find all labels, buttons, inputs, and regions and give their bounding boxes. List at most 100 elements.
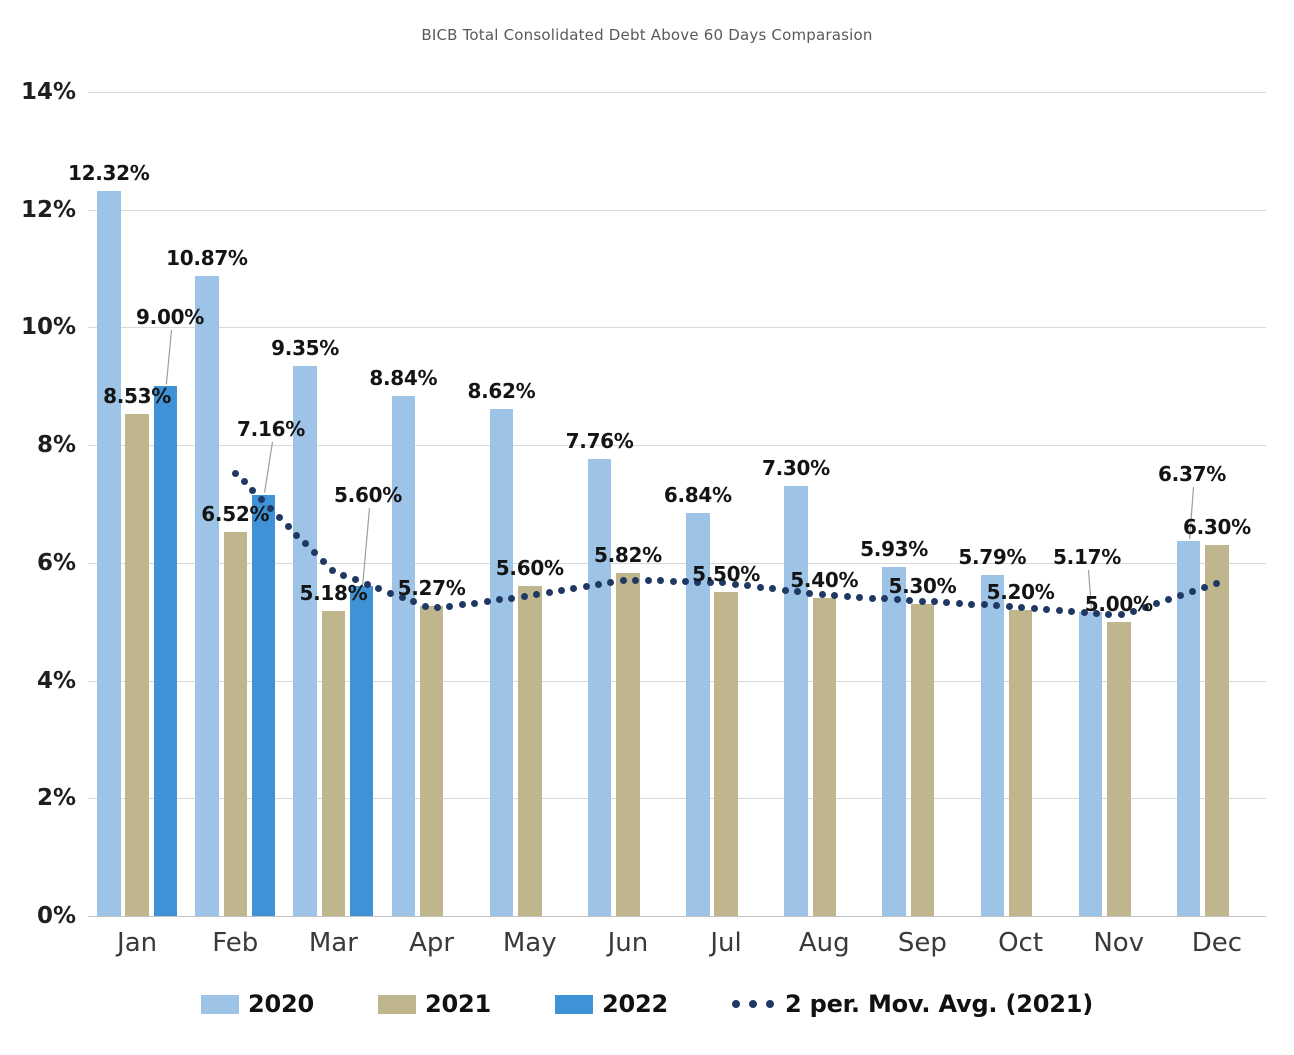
trendline-dot [582, 583, 590, 591]
trendline-dot [398, 593, 406, 601]
legend-label-2022: 2022 [601, 990, 668, 1018]
trendline-dot [293, 531, 301, 539]
trendline-dot [644, 577, 652, 585]
gridline-10 [88, 327, 1266, 329]
gridline-6 [88, 562, 1266, 564]
trendline-dot [681, 578, 689, 586]
y-axis-label-6: 6% [36, 549, 76, 576]
bar-label-2021-aug: 5.40% [790, 568, 859, 593]
trendline-dot [1105, 611, 1113, 619]
bar-label-2022-mar: 5.60% [334, 483, 402, 507]
x-axis-label-jun: Jun [607, 928, 649, 958]
bar-2021-mar [321, 611, 346, 916]
trendline-dot [955, 599, 963, 607]
bar-2020-apr [391, 395, 416, 916]
trendline-dot [719, 579, 727, 587]
trendline-dot [931, 598, 938, 606]
legend-swatch-2022 [554, 994, 593, 1014]
bar-2020-jul [686, 513, 710, 916]
trendline-dot [311, 549, 319, 557]
trendline-dot [1030, 604, 1038, 612]
trendline-dot [570, 585, 578, 593]
trendline-dot [980, 601, 988, 609]
bar-label-2021-dec: 6.30% [1182, 515, 1251, 540]
bar-2021-feb [223, 532, 247, 916]
trendline-dot [769, 585, 777, 593]
trendline-dot [258, 496, 266, 504]
trendline-dot [1068, 608, 1076, 616]
legend-swatch-2020 [200, 994, 239, 1014]
y-axis-label-10: 10% [20, 314, 76, 341]
x-axis-label-dec: Dec [1191, 928, 1243, 958]
trendline-dot [458, 601, 466, 609]
bar-label-2022-feb: 7.16% [237, 417, 305, 441]
trendline-dot [594, 581, 602, 589]
bar-label-2020-apr: 8.84% [369, 365, 438, 390]
trendline-dot [657, 577, 664, 585]
label-leader-line [165, 329, 173, 385]
legend-label-2021: 2021 [424, 990, 491, 1018]
trendline-dot [351, 576, 359, 584]
bar-label-2021-feb: 6.52% [201, 502, 270, 527]
bar-2021-nov [1107, 621, 1131, 916]
y-axis-label-14: 14% [20, 79, 76, 105]
trendline-dot [446, 602, 454, 610]
bar-label-2020-mar: 9.35% [271, 335, 340, 360]
trendline-dot [557, 587, 565, 595]
bar-label-2021-may: 5.60% [495, 556, 564, 581]
bar-label-2020-jul: 6.84% [663, 483, 732, 508]
bar-2021-jul [714, 592, 738, 916]
bar-label-2021-oct: 5.20% [986, 579, 1055, 604]
gridline-2 [88, 798, 1266, 800]
bar-label-2021-jun: 5.82% [593, 543, 662, 568]
y-axis-label-12: 12% [20, 196, 76, 223]
trendline-dot [993, 602, 1001, 610]
gridline-8 [88, 445, 1266, 447]
trendline-dot [1177, 591, 1185, 599]
trendline-dot [249, 487, 257, 495]
bar-2020-may [489, 408, 514, 916]
trendline-dot [231, 469, 239, 477]
bar-label-2020-nov: 5.17% [1053, 545, 1121, 569]
x-axis-label-oct: Oct [998, 928, 1044, 958]
y-axis-label-4: 4% [36, 667, 76, 694]
trendline-dot [520, 593, 528, 601]
bar-label-2021-mar: 5.18% [299, 581, 368, 606]
trendline-dot [319, 558, 327, 566]
legend-item-moving-average: 2 per. Mov. Avg. (2021) [731, 990, 1094, 1018]
trendline-dot [906, 596, 914, 604]
trendline-dot [918, 597, 926, 605]
trendline-dot [781, 586, 789, 594]
x-axis-label-feb: Feb [212, 928, 259, 958]
trendline-dot [669, 577, 677, 585]
trendline-dot [1093, 610, 1101, 618]
bar-2022-mar [349, 586, 374, 916]
bar-2021-sep [910, 604, 935, 916]
y-axis-label-8: 8% [36, 432, 76, 459]
bar-label-2020-may: 8.62% [467, 378, 536, 403]
chart-title: BICB Total Consolidated Debt Above 60 Da… [421, 26, 873, 44]
legend-label-moving-average: 2 per. Mov. Avg. (2021) [784, 990, 1094, 1018]
bar-label-2022-jan: 9.00% [136, 305, 204, 329]
y-axis-label-0: 0% [36, 903, 76, 929]
trendline-dot [1200, 584, 1208, 592]
trendline-dot [1055, 606, 1063, 614]
trendline-dot [1080, 609, 1088, 617]
trendline-dot [1189, 587, 1197, 595]
bar-2020-jan [97, 190, 121, 916]
trendline-dot [744, 582, 752, 590]
trendline-dot [694, 578, 702, 586]
x-axis-label-may: May [502, 928, 557, 958]
trendline-dot [434, 604, 442, 612]
trendline-dot [328, 567, 336, 575]
bar-2021-may [518, 586, 542, 916]
trendline-dot [1129, 607, 1137, 615]
legend: 2020 2021 2022 2 per. Mov. Avg. (2021) [0, 990, 1294, 1018]
gridline-14 [88, 92, 1266, 93]
gridline-0 [88, 916, 1266, 917]
trendline-dot [831, 592, 839, 600]
gridline-4 [88, 680, 1266, 682]
x-axis-label-jan: Jan [117, 928, 158, 958]
trendline-dot [632, 576, 640, 584]
bar-2020-aug [784, 486, 808, 916]
